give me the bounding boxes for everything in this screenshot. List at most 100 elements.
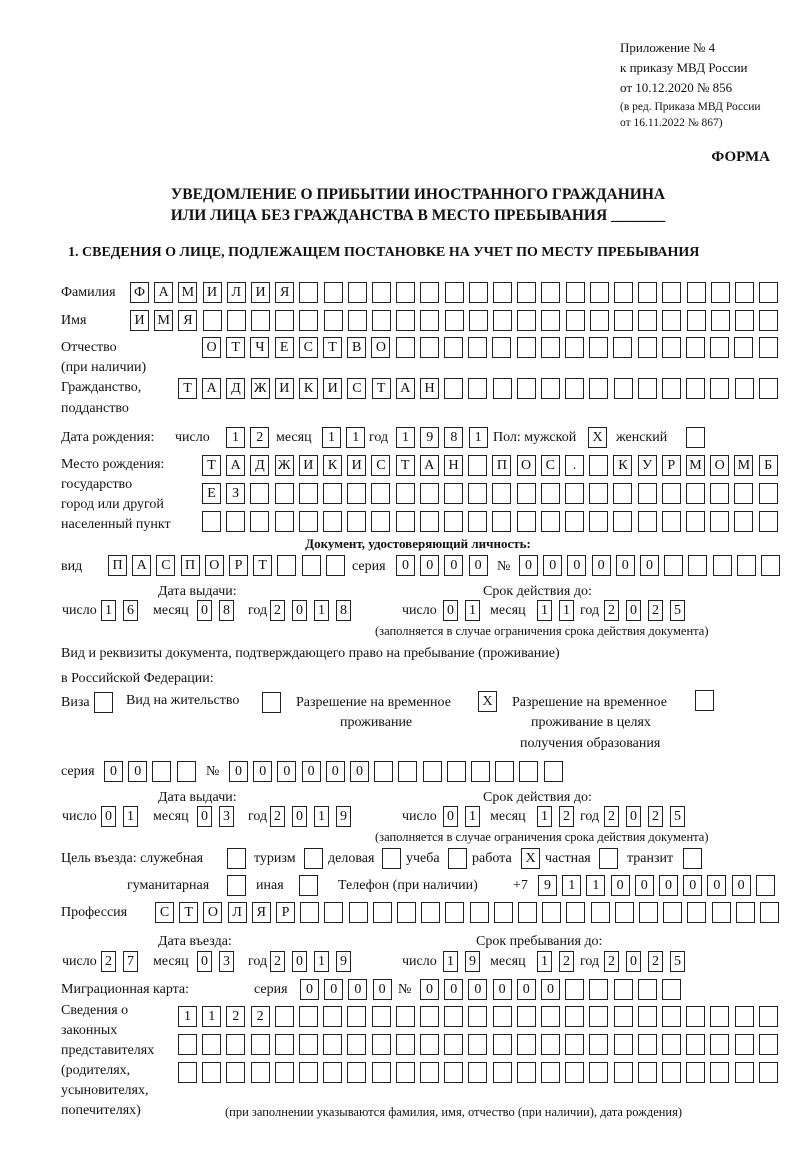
cell-rep-3[interactable] <box>662 1062 681 1083</box>
cell-mig-number[interactable]: 0 <box>492 979 512 1000</box>
cell-profession[interactable] <box>663 902 683 923</box>
cell-profession[interactable]: Р <box>276 902 295 923</box>
cell-name[interactable] <box>493 310 512 331</box>
cell-birthplace-3[interactable] <box>444 511 463 532</box>
cell-birthplace-3[interactable] <box>274 511 294 532</box>
cell-birthplace-2[interactable] <box>323 483 342 504</box>
cell-rep-1[interactable] <box>516 1006 536 1027</box>
cell-phone[interactable]: 0 <box>731 875 751 896</box>
cell-surname[interactable] <box>372 282 391 303</box>
cell-surname[interactable] <box>710 282 730 303</box>
cell-doc-issue-month[interactable]: 0 <box>197 600 212 621</box>
cell-phone[interactable]: 1 <box>586 875 606 896</box>
cell-mig-number[interactable] <box>589 979 609 1000</box>
checkbox-visa[interactable] <box>94 692 113 713</box>
cell-profession[interactable]: С <box>155 902 174 923</box>
cell-doc-kind[interactable]: Р <box>229 555 248 576</box>
cell-entry-month[interactable]: 3 <box>219 951 234 972</box>
cell-mig-number[interactable] <box>613 979 633 1000</box>
cell-patronymic[interactable] <box>589 337 609 358</box>
checkbox-sex-male[interactable]: X <box>588 427 607 448</box>
cell-surname[interactable]: Ф <box>130 282 149 303</box>
cell-doc-number[interactable]: 0 <box>519 555 538 576</box>
cell-profession[interactable] <box>639 902 658 923</box>
cell-rep-1[interactable] <box>734 1006 754 1027</box>
cell-profession[interactable] <box>445 902 465 923</box>
cell-doc-series[interactable]: 0 <box>444 555 464 576</box>
cell-birthplace-1[interactable]: . <box>565 455 584 476</box>
cell-dob-month[interactable]: 1 <box>322 427 341 448</box>
cell-birthplace-3[interactable] <box>250 511 270 532</box>
cell-birthplace-3[interactable] <box>347 511 367 532</box>
cell-surname[interactable] <box>662 282 682 303</box>
cell-rep-2[interactable] <box>347 1034 367 1055</box>
cell-birthplace-1[interactable]: Р <box>661 455 681 476</box>
cell-stay-valid-day[interactable]: 0 <box>443 806 458 827</box>
cell-name[interactable] <box>251 310 270 331</box>
cell-rep-1[interactable] <box>710 1006 730 1027</box>
cell-profession[interactable] <box>300 902 320 923</box>
cell-birthplace-2[interactable] <box>274 483 294 504</box>
cell-entry-month[interactable]: 0 <box>197 951 212 972</box>
cell-birthplace-1[interactable]: С <box>540 455 560 476</box>
cell-birthplace-3[interactable] <box>298 511 318 532</box>
cell-name[interactable] <box>589 310 609 331</box>
cell-birthplace-2[interactable] <box>419 483 439 504</box>
cell-stay-issue-year[interactable]: 0 <box>292 806 307 827</box>
cell-birthplace-2[interactable] <box>395 483 415 504</box>
cell-birthplace-1[interactable]: К <box>323 455 342 476</box>
cell-stay-until-year[interactable]: 2 <box>604 951 619 972</box>
cell-stay-valid-day[interactable]: 1 <box>465 806 480 827</box>
cell-name[interactable] <box>662 310 682 331</box>
cell-profession[interactable] <box>324 902 344 923</box>
cell-rep-3[interactable] <box>323 1062 343 1083</box>
cell-patronymic[interactable] <box>565 337 584 358</box>
cell-birthplace-1[interactable]: О <box>516 455 536 476</box>
cell-birthplace-1[interactable] <box>589 455 609 476</box>
cell-patronymic[interactable] <box>637 337 657 358</box>
cell-rep-3[interactable] <box>516 1062 536 1083</box>
cell-rep-2[interactable] <box>710 1034 730 1055</box>
cell-patronymic[interactable] <box>468 337 488 358</box>
cell-rep-3[interactable] <box>710 1062 730 1083</box>
cell-profession[interactable] <box>687 902 707 923</box>
cell-profession[interactable] <box>372 902 392 923</box>
checkbox-purpose-official[interactable] <box>227 848 246 869</box>
cell-birthplace-1[interactable]: М <box>686 455 705 476</box>
cell-surname[interactable] <box>493 282 512 303</box>
cell-rep-1[interactable]: 1 <box>178 1006 197 1027</box>
checkbox-purpose-other[interactable] <box>299 875 318 896</box>
cell-phone[interactable] <box>755 875 775 896</box>
cell-doc-valid-day[interactable]: 1 <box>465 600 480 621</box>
cell-stay-valid-year[interactable]: 2 <box>648 806 663 827</box>
cell-name[interactable] <box>347 310 367 331</box>
cell-name[interactable] <box>565 310 585 331</box>
cell-birthplace-2[interactable]: Е <box>202 483 221 504</box>
cell-rep-1[interactable] <box>347 1006 367 1027</box>
cell-profession[interactable]: Т <box>179 902 199 923</box>
cell-surname[interactable] <box>589 282 609 303</box>
cell-rep-3[interactable] <box>541 1062 560 1083</box>
cell-birthplace-3[interactable] <box>613 511 633 532</box>
cell-surname[interactable] <box>299 282 319 303</box>
cell-patronymic[interactable]: Т <box>323 337 342 358</box>
cell-patronymic[interactable] <box>444 337 463 358</box>
cell-birthplace-2[interactable] <box>589 483 609 504</box>
cell-patronymic[interactable] <box>492 337 512 358</box>
cell-patronymic[interactable]: С <box>298 337 318 358</box>
cell-rep-2[interactable] <box>371 1034 391 1055</box>
cell-profession[interactable]: Я <box>251 902 271 923</box>
cell-mig-series[interactable]: 0 <box>324 979 344 1000</box>
cell-profession[interactable] <box>566 902 586 923</box>
cell-birthplace-3[interactable] <box>516 511 536 532</box>
cell-birthplace-3[interactable] <box>589 511 609 532</box>
cell-birthplace-3[interactable] <box>419 511 439 532</box>
cell-rep-3[interactable] <box>734 1062 754 1083</box>
cell-patronymic[interactable]: О <box>202 337 221 358</box>
cell-birthplace-2[interactable] <box>298 483 318 504</box>
cell-mig-number[interactable]: 0 <box>541 979 560 1000</box>
checkbox-purpose-transit[interactable] <box>683 848 702 869</box>
cell-birthplace-2[interactable] <box>637 483 657 504</box>
cell-surname[interactable] <box>541 282 561 303</box>
cell-stay-valid-year[interactable]: 2 <box>604 806 619 827</box>
